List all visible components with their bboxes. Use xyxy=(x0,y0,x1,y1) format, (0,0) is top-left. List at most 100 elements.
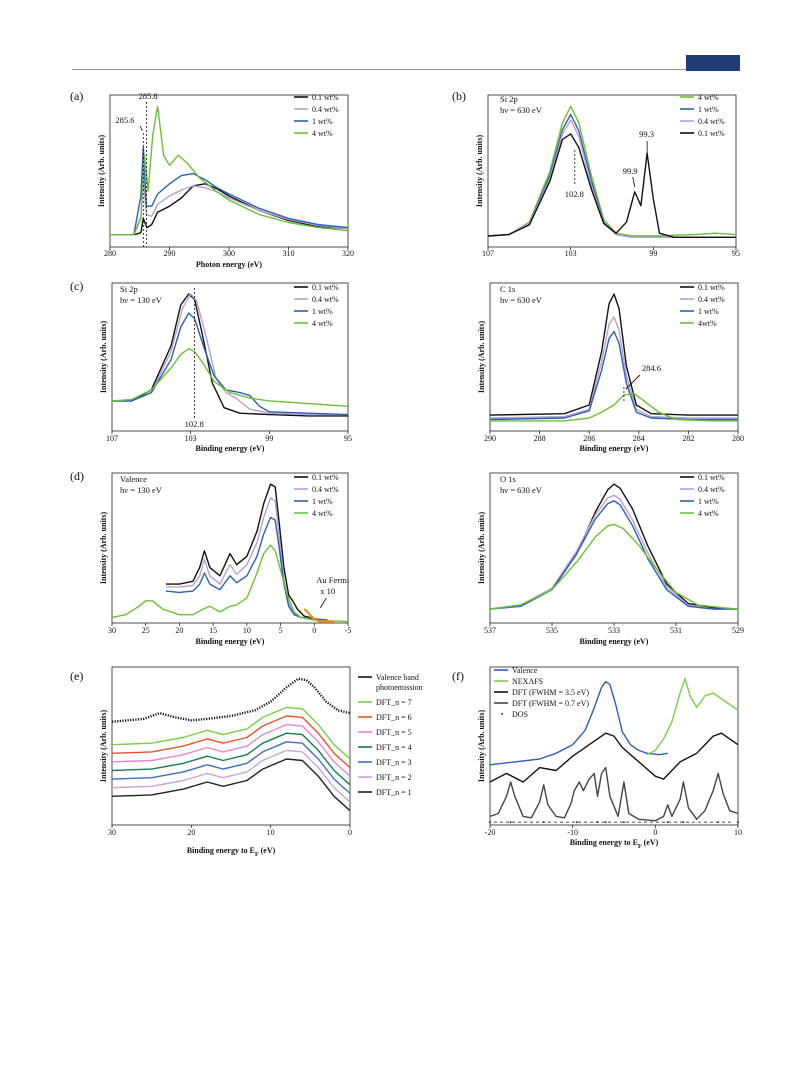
x-tick-label: 535 xyxy=(546,626,558,635)
series-point-dos xyxy=(666,821,669,824)
x-tick-label: 103 xyxy=(565,249,577,258)
x-tick-label: 10 xyxy=(267,828,275,837)
panel-label: (b) xyxy=(452,89,466,103)
x-tick-label: 0 xyxy=(653,828,657,837)
y-axis-title: Intensity (Arb. units) xyxy=(477,512,486,585)
panel-inner-label: hν = 130 eV xyxy=(120,295,163,305)
legend-label: DFT (FWHM = 0.7 eV) xyxy=(512,699,589,708)
chart-panel-d_o: 537 535 533 531 529 Binding energy (eV) Intens… xyxy=(477,472,744,646)
series-point-dos xyxy=(737,821,739,824)
series-line-2 xyxy=(165,516,328,621)
legend-label: DOS xyxy=(512,710,528,719)
x-axis-title: Binding energy (eV) xyxy=(580,444,649,453)
series-line-0 xyxy=(111,677,351,723)
annotation-arrow xyxy=(625,374,641,390)
x-tick-label: -10 xyxy=(567,828,578,837)
series-line-2 xyxy=(489,330,738,421)
x-tick-label: 290 xyxy=(484,434,496,443)
x-tick-label: 320 xyxy=(342,249,354,258)
x-tick-label: 10 xyxy=(734,828,742,837)
series-line-2 xyxy=(110,146,349,236)
chart-panel-f: -20 -10 0 10 Binding energy to EF (eV) Intens… xyxy=(452,666,742,850)
legend-label: photoemission xyxy=(376,683,423,692)
legend-label: 0.1 wt% xyxy=(312,473,339,482)
y-axis-title: Intensity (Arb. units) xyxy=(99,512,108,585)
series-line-0 xyxy=(489,680,668,766)
panel-label: (f) xyxy=(452,669,464,683)
annotation-label: x 10 xyxy=(320,586,335,596)
series-line-3 xyxy=(490,392,738,422)
legend-label: DFT_n = 6 xyxy=(376,713,412,722)
x-tick-label: 531 xyxy=(670,626,682,635)
x-tick-label: 25 xyxy=(142,626,150,635)
series-line-1 xyxy=(489,494,738,610)
x-tick-label: 107 xyxy=(482,249,494,258)
x-tick-label: 533 xyxy=(608,626,620,635)
legend-label: DFT_n = 2 xyxy=(376,773,412,782)
series-line-6 xyxy=(111,749,351,803)
series-line-5 xyxy=(111,741,351,794)
y-axis-title: Intensity (Arb. units) xyxy=(475,135,484,208)
legend-label: 0.4 wt% xyxy=(698,485,725,494)
series-line-3 xyxy=(489,523,739,610)
legend-label: DFT_n = 7 xyxy=(376,698,412,707)
series-point-dos xyxy=(489,821,491,824)
series-line-3 xyxy=(111,723,351,777)
annotation-label: 99.9 xyxy=(623,166,638,176)
annotation-label: 102.8 xyxy=(185,419,204,429)
legend-label: 4wt% xyxy=(698,319,717,328)
legend-label: Valence xyxy=(512,666,538,675)
x-tick-label: -20 xyxy=(485,828,496,837)
x-axis-title: Binding energy to EF (eV) xyxy=(570,838,659,850)
x-axis-title: Binding energy to EF (eV) xyxy=(187,846,276,858)
series-line-3 xyxy=(487,133,736,239)
x-tick-label: 20 xyxy=(175,626,183,635)
series-line-1 xyxy=(111,706,351,760)
chart-panel-c_si: 107 103 99 95 Binding energy (eV) Intensity (… xyxy=(70,279,352,453)
legend-label: 1 wt% xyxy=(698,307,719,316)
legend-swatch xyxy=(501,713,503,715)
x-tick-label: 99 xyxy=(265,434,273,443)
x-axis-title: Binding energy (eV) xyxy=(580,637,649,646)
x-tick-label: 95 xyxy=(344,434,352,443)
legend-label: 1 wt% xyxy=(698,497,719,506)
panel-label: (a) xyxy=(70,89,83,103)
y-axis-title: Intensity (Arb. units) xyxy=(99,710,108,783)
annotation-arrow xyxy=(632,176,636,188)
x-axis-title: Binding energy (eV) xyxy=(196,637,265,646)
x-tick-label: 103 xyxy=(185,434,197,443)
series-point-dos xyxy=(682,821,685,824)
series-line-3 xyxy=(110,105,349,236)
panel-inner-label: hν = 630 eV xyxy=(500,485,543,495)
annotation-label: 99.3 xyxy=(639,129,654,139)
plot-frame xyxy=(111,282,349,432)
x-tick-label: 288 xyxy=(534,434,546,443)
panel-inner-label: hν = 130 eV xyxy=(120,485,163,495)
x-tick-label: 30 xyxy=(108,626,116,635)
x-tick-label: 310 xyxy=(283,249,295,258)
series-line-0 xyxy=(489,293,738,416)
legend-label: 0.4 wt% xyxy=(698,117,725,126)
legend-label: 0.1 wt% xyxy=(698,129,725,138)
panel-inner-label: C 1s xyxy=(500,284,515,294)
chart-panel-e: 30 20 10 0 Binding energy to EF (eV) Intensit… xyxy=(70,666,423,858)
x-tick-label: 15 xyxy=(209,626,217,635)
plot-frame xyxy=(111,472,349,624)
legend-label: 0.1 wt% xyxy=(698,283,725,292)
header-bar xyxy=(686,55,740,71)
x-tick-label: 5 xyxy=(279,626,283,635)
annotation-arrow xyxy=(319,597,327,609)
series-line-3 xyxy=(111,544,349,623)
series-line-3 xyxy=(111,348,349,407)
panel-inner-label: Valence xyxy=(120,474,147,484)
series-line-3 xyxy=(489,766,739,822)
legend-label: 4 wt% xyxy=(312,509,333,518)
series-line-2 xyxy=(112,312,349,416)
legend-label: 1 wt% xyxy=(312,497,333,506)
x-tick-label: 529 xyxy=(732,626,744,635)
panel-inner-label: Si 2p xyxy=(500,94,518,104)
series-point-dos xyxy=(604,821,607,824)
x-tick-label: 99 xyxy=(649,249,657,258)
panel-label: (d) xyxy=(70,469,84,483)
